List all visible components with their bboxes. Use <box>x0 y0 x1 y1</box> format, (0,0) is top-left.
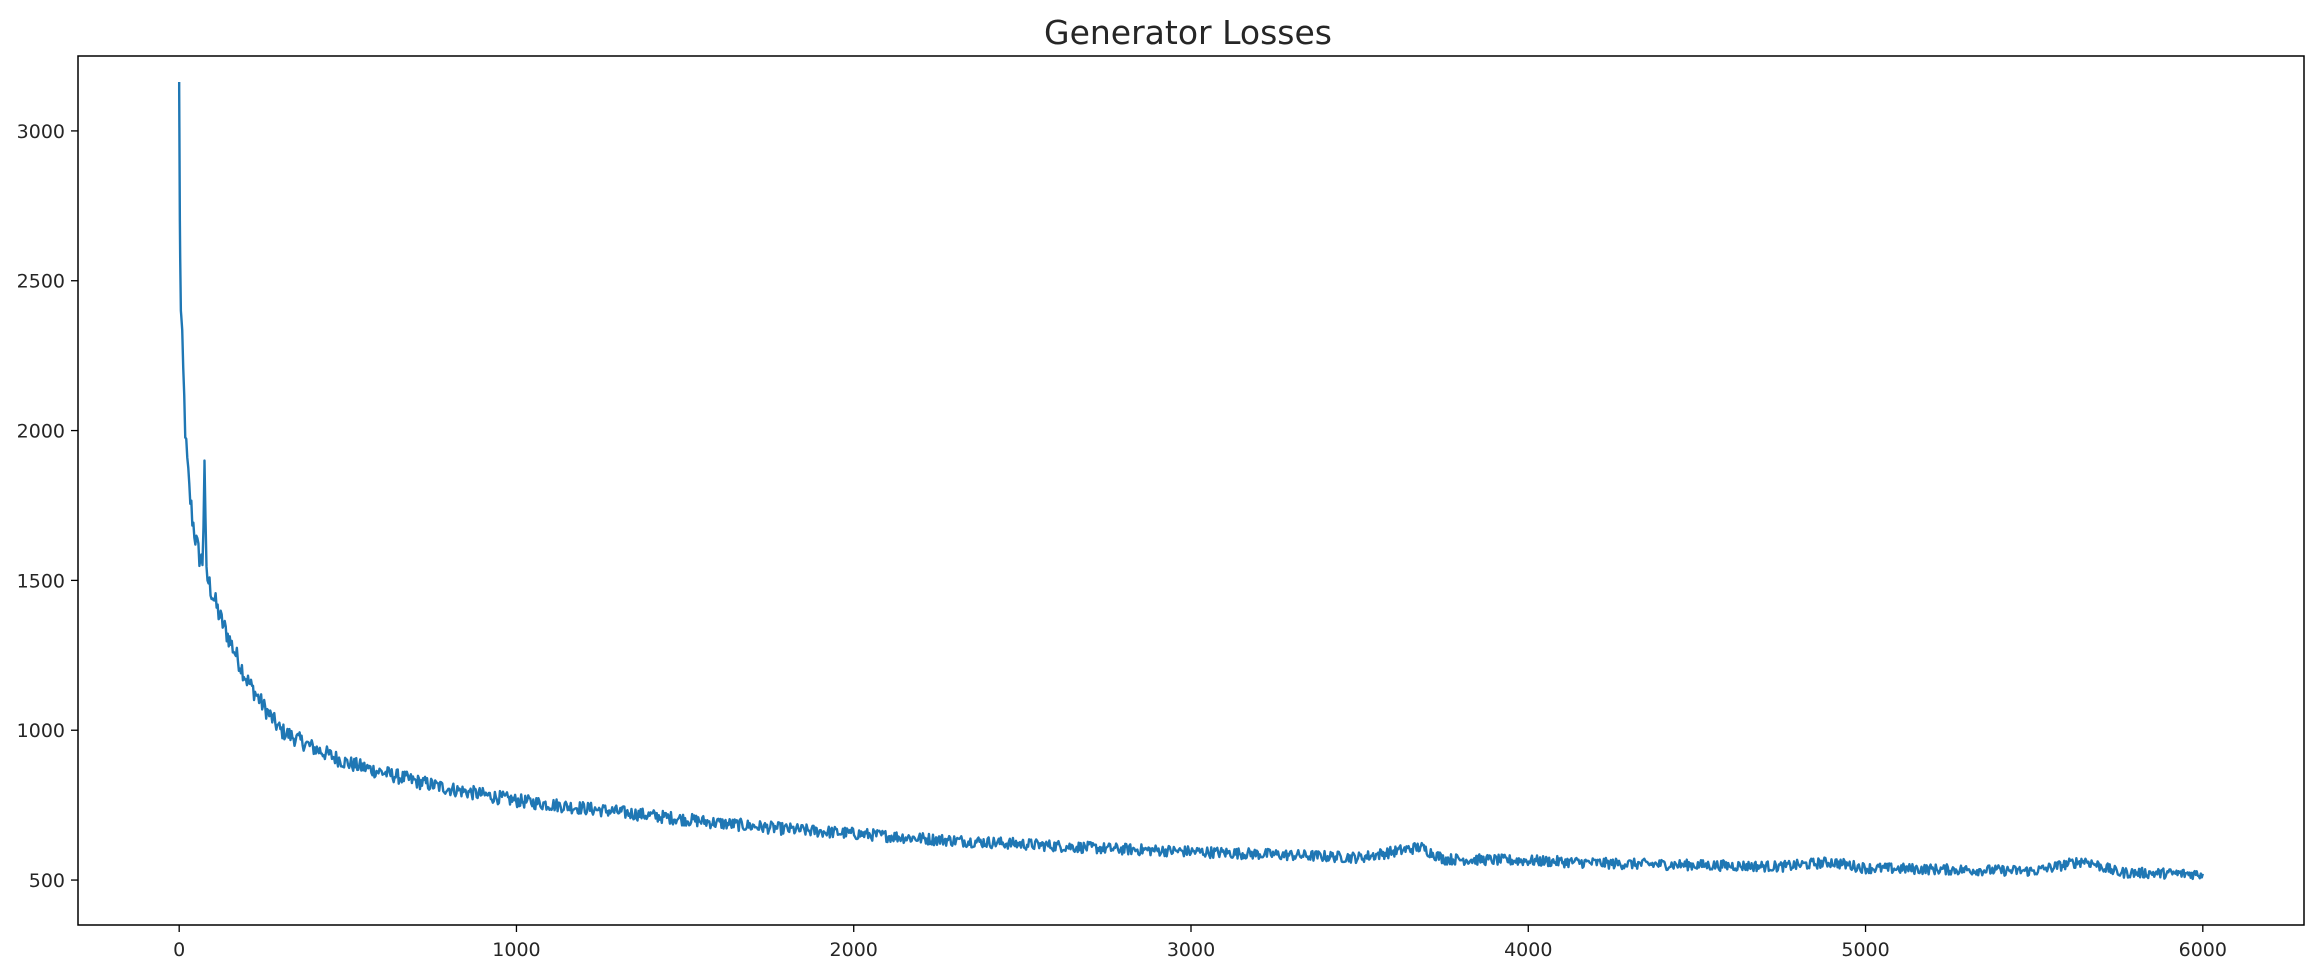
y-tick-label: 3000 <box>17 121 65 143</box>
y-tick-label: 2500 <box>17 271 65 293</box>
x-axis: 0 1000 2000 3000 4000 5000 6000 <box>173 925 2227 961</box>
x-tick-label: 5000 <box>1841 939 1889 961</box>
chart-title: Generator Losses <box>1044 13 1332 52</box>
loss-series-line <box>177 81 2204 881</box>
x-tick-label: 1000 <box>492 939 540 961</box>
y-tick-label: 2000 <box>17 421 65 443</box>
x-tick-label: 0 <box>173 939 185 961</box>
y-tick-label: 1000 <box>17 720 65 742</box>
axes-frame <box>77 55 2305 926</box>
x-tick-label: 6000 <box>2179 939 2227 961</box>
y-tick-label: 1500 <box>17 570 65 592</box>
x-tick-label: 2000 <box>830 939 878 961</box>
x-tick-label: 4000 <box>1504 939 1552 961</box>
x-tick-label: 3000 <box>1167 939 1215 961</box>
y-axis: 500 1000 1500 2000 2500 3000 <box>17 121 78 892</box>
plot-area <box>177 81 2204 881</box>
y-tick-label: 500 <box>29 870 65 892</box>
